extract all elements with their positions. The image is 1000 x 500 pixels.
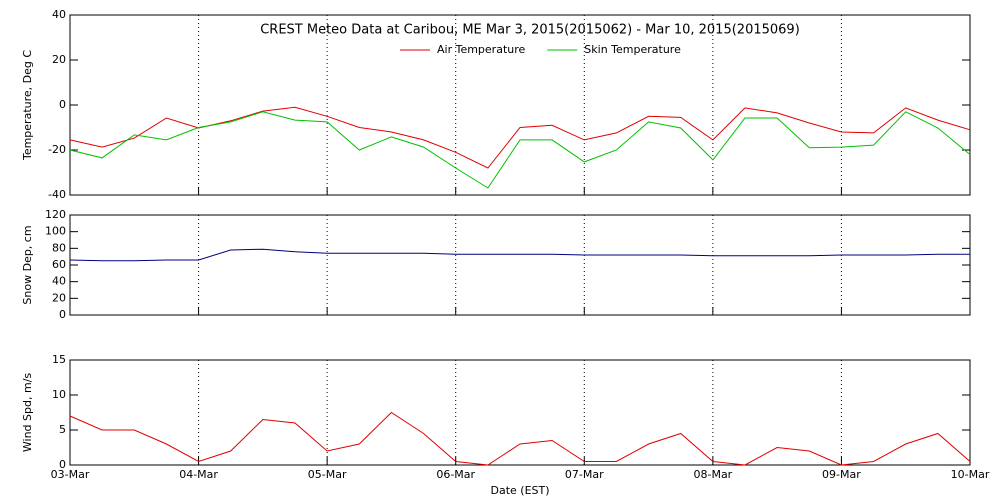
y-tick-label: 0 [59,458,66,471]
y-axis-label: Temperature, Deg C [21,50,34,161]
x-tick-label: 07-Mar [565,468,604,481]
y-tick-label: 10 [52,388,66,401]
y-tick-label: 0 [59,98,66,111]
y-axis-label: Wind Spd, m/s [21,373,34,453]
x-tick-label: 04-Mar [179,468,218,481]
x-tick-label: 06-Mar [436,468,475,481]
data-line [69,411,971,466]
plot-frame [69,14,971,196]
y-tick-label: 80 [52,241,66,254]
x-tick-label: 08-Mar [693,468,732,481]
y-tick-label: 20 [52,291,66,304]
plot-frame [69,359,971,466]
plot-frame [69,214,971,316]
x-tick-label: 10-Mar [951,468,990,481]
y-tick-label: 0 [59,308,66,321]
y-tick-label: 15 [52,353,66,366]
chart-title: CREST Meteo Data at Caribou, ME Mar 3, 2… [260,23,800,38]
y-tick-label: -40 [48,188,66,201]
x-tick-label: 05-Mar [308,468,347,481]
y-tick-label: 120 [45,208,66,221]
y-tick-label: 100 [45,225,66,238]
y-tick-label: -20 [48,143,66,156]
y-tick-label: 40 [52,8,66,21]
x-tick-label: 09-Mar [822,468,861,481]
data-line [69,248,970,262]
y-tick-label: 60 [52,258,66,271]
legend-label: Air Temperature [437,43,526,56]
y-axis-label: Snow Dep, cm [21,225,34,304]
y-tick-label: 20 [52,53,66,66]
legend-label: Skin Temperature [584,43,681,56]
x-tick-label: 03-Mar [51,468,90,481]
data-line [69,111,971,189]
y-tick-label: 5 [59,423,66,436]
data-line [69,106,971,169]
x-axis-label: Date (EST) [490,484,549,497]
y-tick-label: 40 [52,275,66,288]
